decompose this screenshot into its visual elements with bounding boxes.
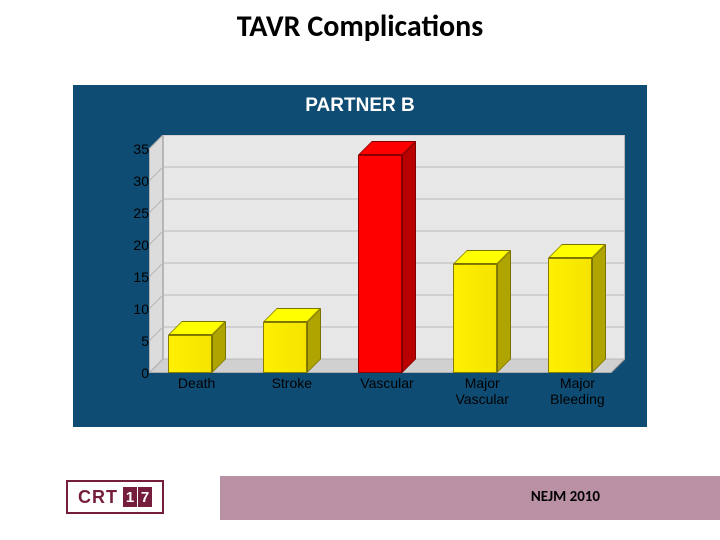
x-axis: DeathStrokeVascularMajorVascularMajorBle… xyxy=(149,375,625,419)
y-tick-label: 5 xyxy=(113,333,149,349)
y-tick-label: 30 xyxy=(113,173,149,189)
bar-slot xyxy=(339,135,434,373)
x-tick-label: Stroke xyxy=(244,375,339,419)
plot-area xyxy=(149,135,625,373)
y-tick-label: 25 xyxy=(113,205,149,221)
bar xyxy=(168,321,226,373)
bar xyxy=(263,308,321,373)
bar-slot xyxy=(435,135,530,373)
bar xyxy=(453,250,511,373)
citation: NEJM 2010 xyxy=(531,488,600,506)
bar xyxy=(358,141,416,373)
x-tick-label: MajorVascular xyxy=(435,375,530,419)
logo-box: CRT 17 xyxy=(66,480,164,514)
bar-front xyxy=(358,155,402,373)
y-tick-label: 10 xyxy=(113,301,149,317)
x-tick-label: Vascular xyxy=(339,375,434,419)
bar-side xyxy=(402,141,416,373)
chart-title: PARTNER B xyxy=(73,95,647,117)
logo-digit: 7 xyxy=(138,487,152,507)
bar-slot xyxy=(149,135,244,373)
y-tick-label: 15 xyxy=(113,269,149,285)
y-tick-label: 0 xyxy=(113,365,149,381)
bar-front xyxy=(453,264,497,373)
bar-side xyxy=(497,250,511,373)
slide: { "title": { "text": "TAVR Complications… xyxy=(0,0,720,540)
x-tick-label: MajorBleeding xyxy=(530,375,625,419)
y-tick-label: 20 xyxy=(113,237,149,253)
footer-strip: CRT 17 NEJM 2010 xyxy=(0,476,720,520)
logo-badge: 17 xyxy=(122,487,152,507)
bars-container xyxy=(149,135,625,373)
logo-text: CRT xyxy=(78,487,118,508)
bar-side xyxy=(592,244,606,373)
bar-front xyxy=(263,322,307,373)
page-title: TAVR Complications xyxy=(0,8,720,45)
bar-slot xyxy=(530,135,625,373)
bar-slot xyxy=(244,135,339,373)
bar-front xyxy=(168,335,212,373)
bar-front xyxy=(548,258,592,373)
chart-panel: PARTNER B 0 5 10 15 20 25 30 35 DeathStrokeVasc… xyxy=(73,85,647,427)
y-axis: 05101520253035 xyxy=(113,135,149,373)
logo-digit: 1 xyxy=(123,487,137,507)
bar xyxy=(548,244,606,373)
y-tick-label: 35 xyxy=(113,141,149,157)
x-tick-label: Death xyxy=(149,375,244,419)
